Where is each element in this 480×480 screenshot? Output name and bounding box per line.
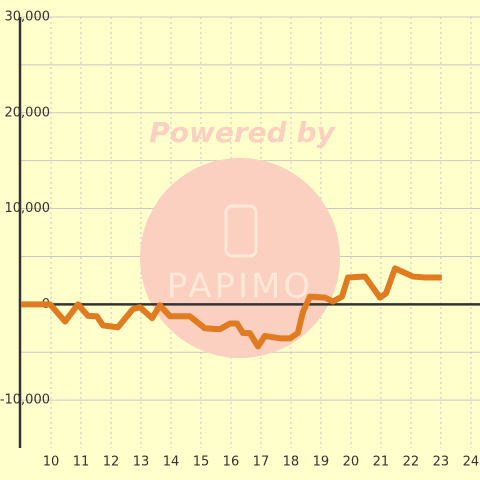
y-tick-label: 30,000 — [5, 10, 51, 25]
x-tick-label: 11 — [73, 455, 90, 470]
x-tick-label: 19 — [313, 455, 330, 470]
x-tick-label: 21 — [373, 455, 390, 470]
x-tick-label: 17 — [253, 455, 270, 470]
watermark-circle — [140, 158, 340, 358]
x-tick-label: 18 — [283, 455, 300, 470]
x-tick-label: 15 — [193, 455, 210, 470]
watermark-text: Powered by — [149, 116, 336, 149]
watermark-icon — [224, 204, 258, 258]
data-line — [21, 265, 442, 350]
x-tick-label: 12 — [103, 455, 120, 470]
y-tick-label: 20,000 — [5, 105, 51, 120]
x-tick-label: 16 — [223, 455, 240, 470]
x-tick-label: 24 — [463, 455, 480, 470]
x-tick-label: 10 — [43, 455, 60, 470]
watermark-text: PAPIMO — [167, 267, 313, 307]
x-tick-label: 22 — [403, 455, 420, 470]
x-tick-label: 13 — [133, 455, 150, 470]
y-tick-label: -10,000 — [0, 393, 50, 408]
y-tick-label: 10,000 — [5, 201, 51, 216]
x-tick-label: 23 — [433, 455, 450, 470]
x-tick-label: 20 — [343, 455, 360, 470]
x-tick-label: 14 — [163, 455, 180, 470]
